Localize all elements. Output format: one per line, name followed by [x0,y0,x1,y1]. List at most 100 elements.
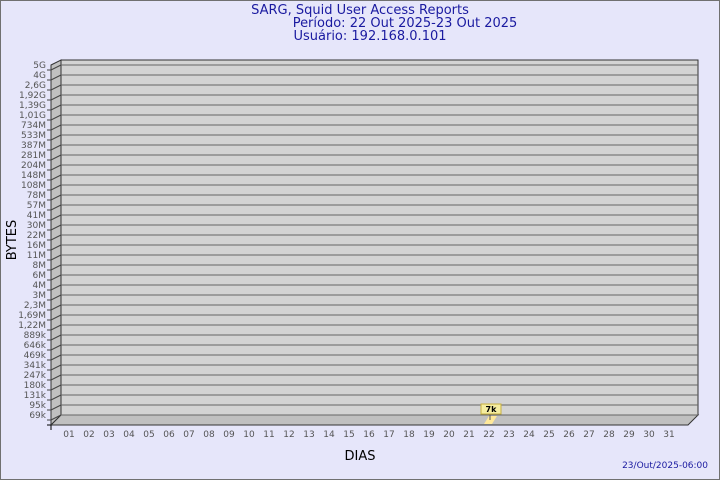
y-tick-label: 4M [33,281,47,291]
x-tick-label: 15 [343,430,354,440]
x-tick-label: 02 [83,430,94,440]
x-tick-label: 14 [323,430,335,440]
y-tick-label: 30M [27,221,46,231]
x-axis-label: DIAS [345,449,376,464]
x-tick-label: 22 [483,430,494,440]
y-tick-label: 148M [21,171,46,181]
gridline-side [50,334,62,341]
y-tick-label: 734M [21,121,46,131]
x-tick-label: 21 [463,430,474,440]
x-tick-label: 28 [603,430,615,440]
x-tick-label: 25 [543,430,554,440]
gridline-side [50,294,62,301]
y-tick-label: 889k [24,331,47,341]
y-tick-label: 1,69M [18,311,46,321]
y-tick-label: 16M [27,241,46,251]
y-tick-label: 281M [21,151,46,161]
y-tick-label: 11M [27,251,46,261]
x-tick-label: 08 [203,430,215,440]
gridline-side [50,164,62,171]
x-tick-label: 27 [583,430,594,440]
x-tick-label: 16 [363,430,375,440]
gridline-side [50,304,62,311]
y-tick-label: 5G [33,61,46,71]
y-tick-label: 180k [24,381,47,391]
y-tick-label: 2,3M [24,301,46,311]
y-tick-label: 204M [21,161,46,171]
y-tick-label: 78M [27,191,46,201]
gridline-side [50,244,62,251]
x-tick-label: 01 [63,430,74,440]
gridline-side [50,224,62,231]
plot-left-wall [50,59,62,427]
x-tick-label: 26 [563,430,575,440]
gridline-side [50,84,62,91]
x-tick-label: 13 [303,430,314,440]
x-tick-label: 04 [123,430,135,440]
gridline-side [50,74,62,81]
gridline-side [50,134,62,141]
gridline-side [50,234,62,241]
y-tick-label: 108M [21,181,46,191]
gridline-side [50,144,62,151]
gridline-side [50,414,62,421]
gridline-side [50,184,62,191]
plot-floor [49,414,700,426]
x-tick-label: 05 [143,430,154,440]
plot-back-wall [60,59,699,416]
x-tick-label: 09 [223,430,235,440]
x-tick-label: 17 [383,430,394,440]
x-tick-label: 30 [643,430,655,440]
x-tick-label: 31 [663,430,674,440]
gridline-side [50,64,62,71]
gridline-side [50,254,62,261]
x-tick-label: 23 [503,430,514,440]
y-tick-label: 247k [24,371,47,381]
y-tick-label: 41M [27,211,46,221]
y-tick-label: 469k [24,351,47,361]
y-tick-label: 95k [29,401,46,411]
gridline-side [50,324,62,331]
gridline-side [50,194,62,201]
x-tick-label: 03 [103,430,114,440]
y-tick-label: 341k [24,361,47,371]
y-tick-label: 6M [33,271,47,281]
gridline-side [50,114,62,121]
gridline-side [50,204,62,211]
gridline-side [50,124,62,131]
y-tick-label: 387M [21,141,46,151]
y-tick-label: 4G [33,71,46,81]
gridline-side [50,394,62,401]
gridline-side [50,94,62,101]
x-tick-label: 29 [623,430,635,440]
gridline-side [50,314,62,321]
x-tick-label: 06 [163,430,175,440]
y-tick-label: 69k [29,411,46,421]
gridline-side [50,264,62,271]
y-tick-label: 8M [33,261,47,271]
gridline-side [50,404,62,411]
y-tick-label: 131k [24,391,47,401]
y-tick-label: 2,6G [25,81,46,91]
chart-title: SARG, Squid User Access Reports [251,3,469,18]
y-tick-label: 1,01G [19,111,46,121]
x-tick-label: 24 [523,430,535,440]
y-tick-label: 22M [27,231,46,241]
chart-user: Usuário: 192.168.0.101 [293,29,447,44]
x-tick-label: 12 [283,430,294,440]
y-tick-label: 1,22M [18,321,46,331]
gridline-side [50,174,62,181]
x-tick-label: 18 [403,430,415,440]
x-tick-label: 10 [243,430,255,440]
y-tick-label: 57M [27,201,46,211]
gridline-side [50,274,62,281]
bar-label-box [480,403,502,415]
gridline-side [50,104,62,111]
gridline-side [50,374,62,381]
x-tick-label: 19 [423,430,435,440]
gridline-side [50,364,62,371]
y-tick-label: 533M [21,131,46,141]
y-tick-label: 1,39G [19,101,46,111]
gridline-side [50,354,62,361]
